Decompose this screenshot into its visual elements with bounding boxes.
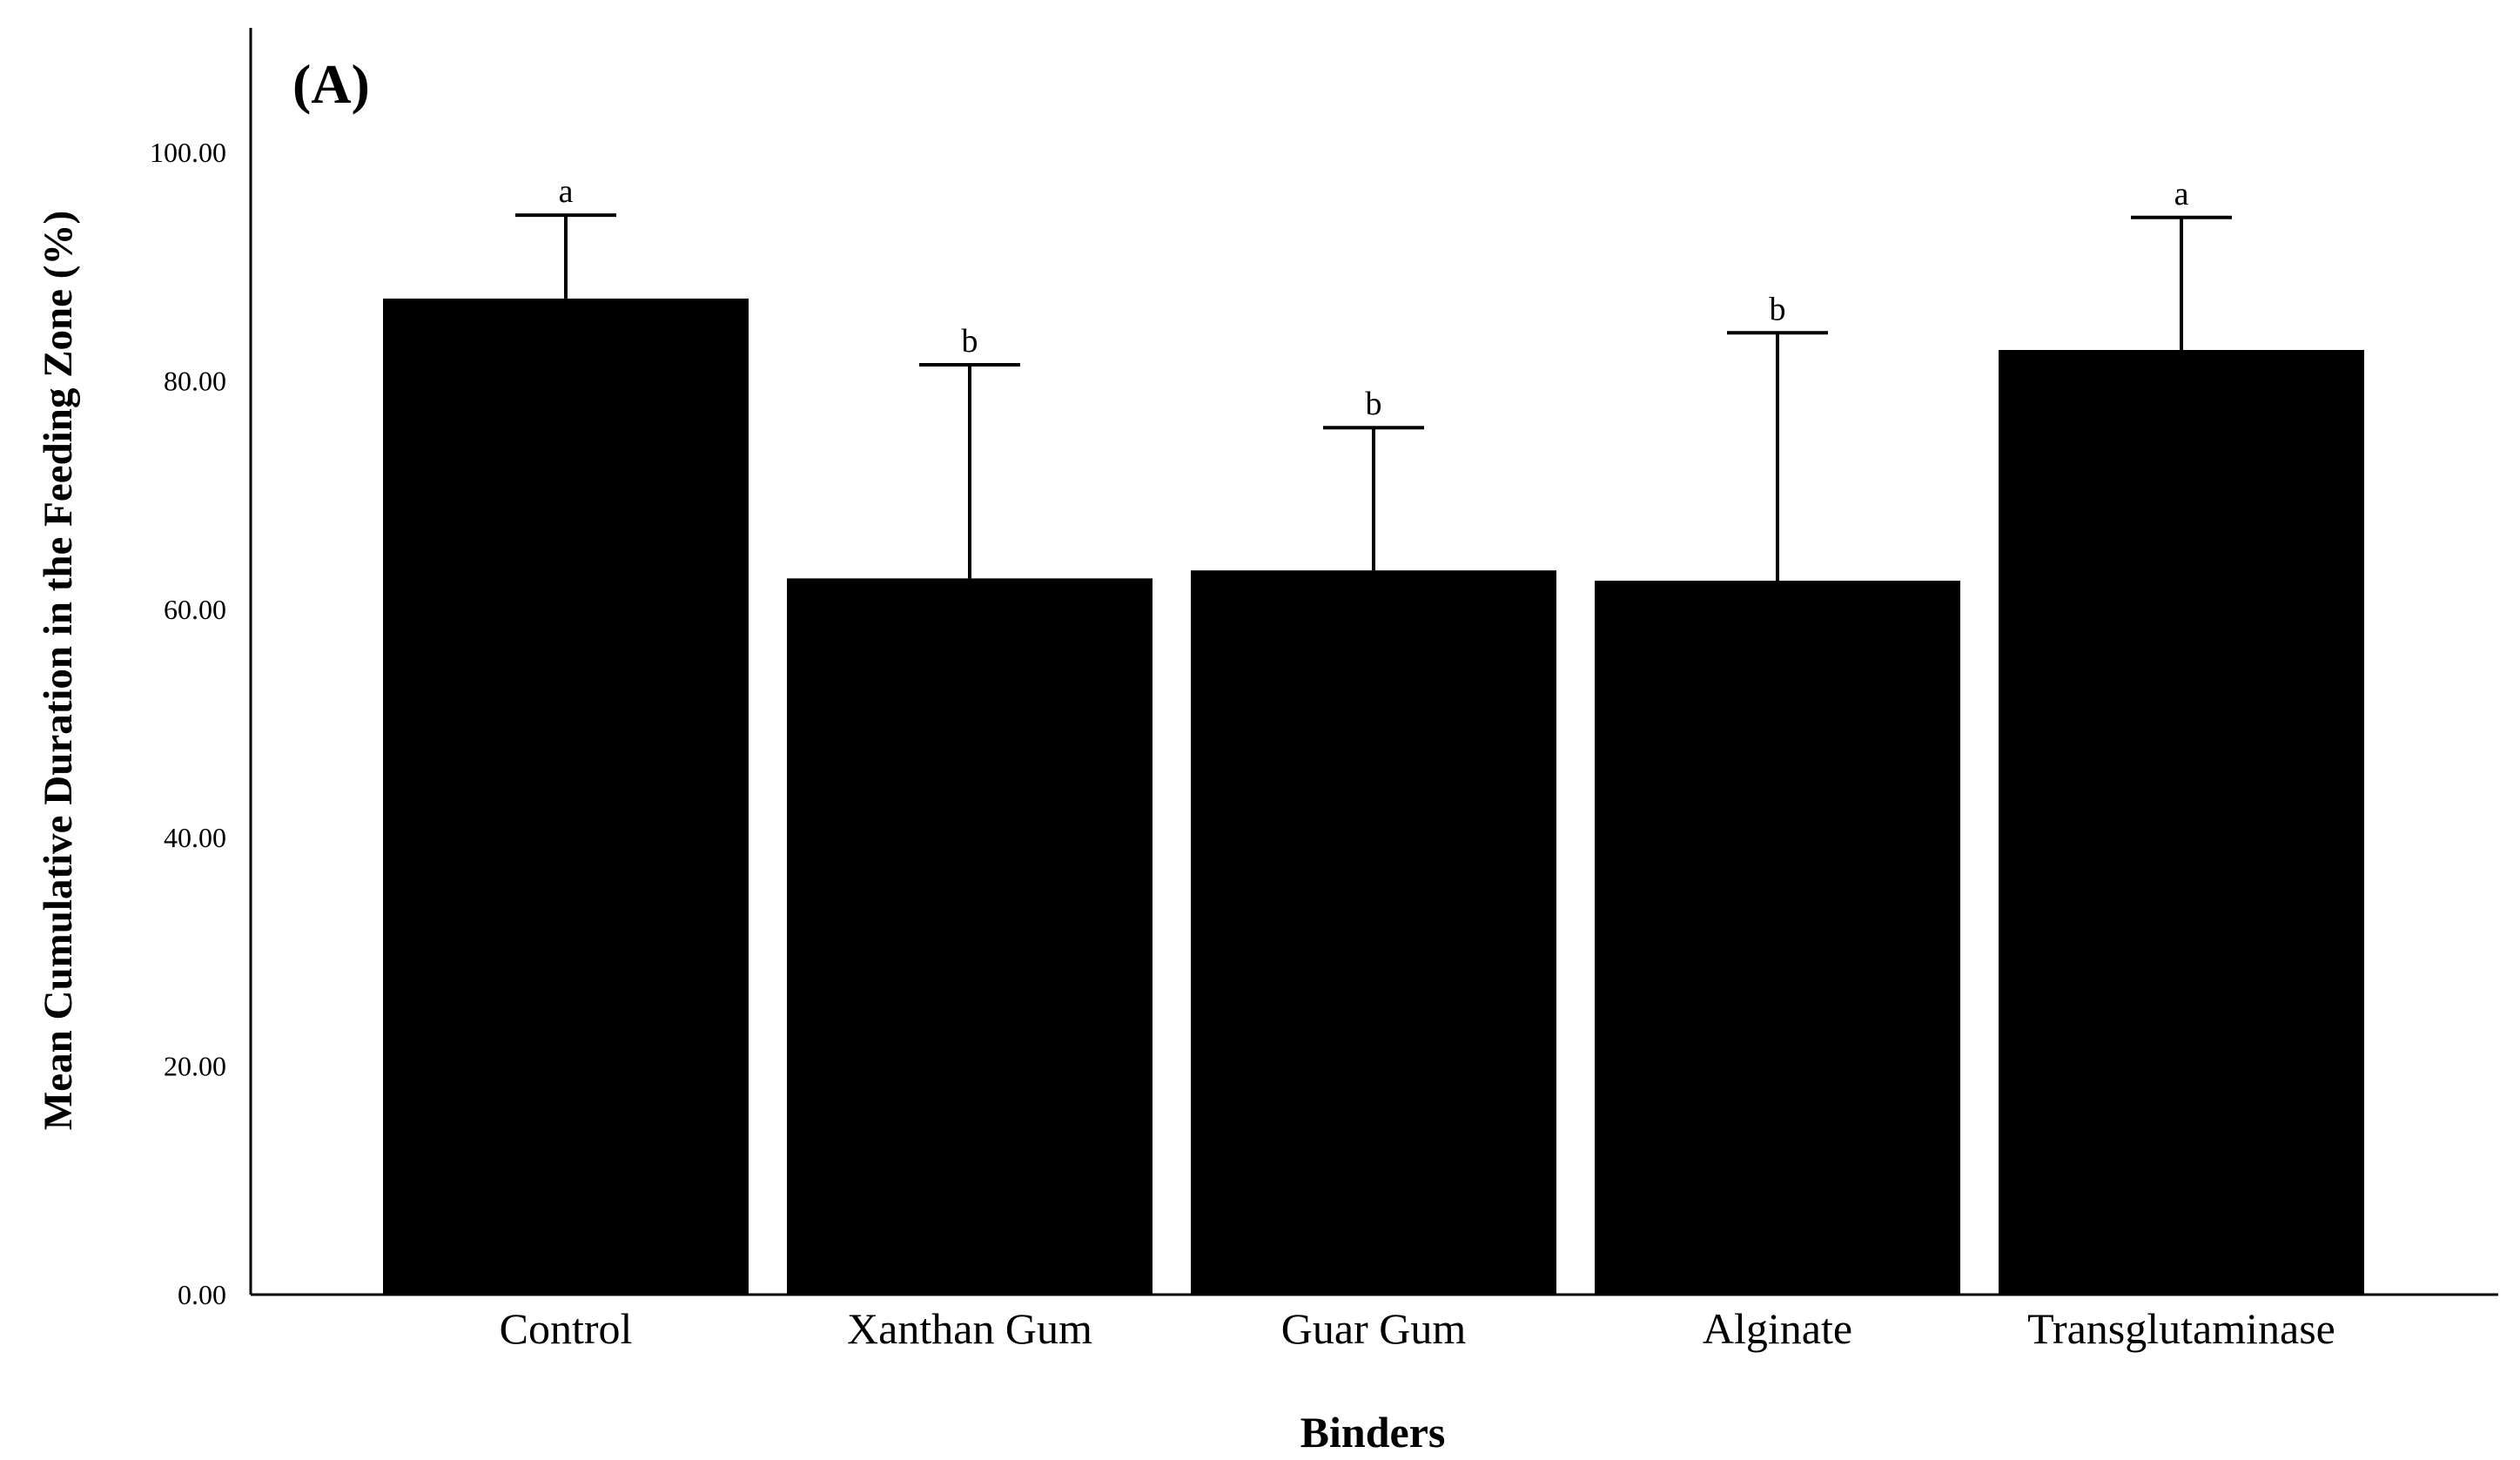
significance-letter: b (962, 323, 978, 360)
y-tick-label: 20.00 (164, 1051, 226, 1082)
x-axis-title: Binders (1300, 1408, 1446, 1457)
significance-letter: a (2174, 176, 2189, 212)
bar (1191, 570, 1556, 1295)
y-tick-label: 60.00 (164, 594, 226, 625)
significance-letter: b (1366, 386, 1382, 422)
significance-letter: b (1770, 291, 1786, 327)
y-tick-label: 0.00 (178, 1279, 226, 1310)
bar (1595, 581, 1960, 1295)
y-tick-label: 80.00 (164, 365, 226, 396)
x-tick-label: Xanthan Gum (847, 1304, 1092, 1353)
bar (1999, 349, 2364, 1295)
bar (787, 578, 1152, 1295)
plot-area: 0.00 20.00 40.00 60.00 80.00 100.00 a Control b X… (150, 28, 2498, 1353)
x-tick-label: Transglutaminase (2027, 1304, 2335, 1353)
x-tick-label: Alginate (1703, 1304, 1852, 1353)
x-tick-label: Control (500, 1304, 633, 1353)
y-axis-title: Mean Cumulative Duration in the Feeding … (36, 211, 81, 1130)
y-tick-label: 40.00 (164, 822, 226, 853)
significance-letter: a (559, 173, 574, 210)
y-tick-label: 100.00 (150, 137, 226, 168)
bar (383, 298, 749, 1295)
panel-label: (A) (292, 53, 370, 115)
x-tick-label: Guar Gum (1281, 1304, 1467, 1353)
